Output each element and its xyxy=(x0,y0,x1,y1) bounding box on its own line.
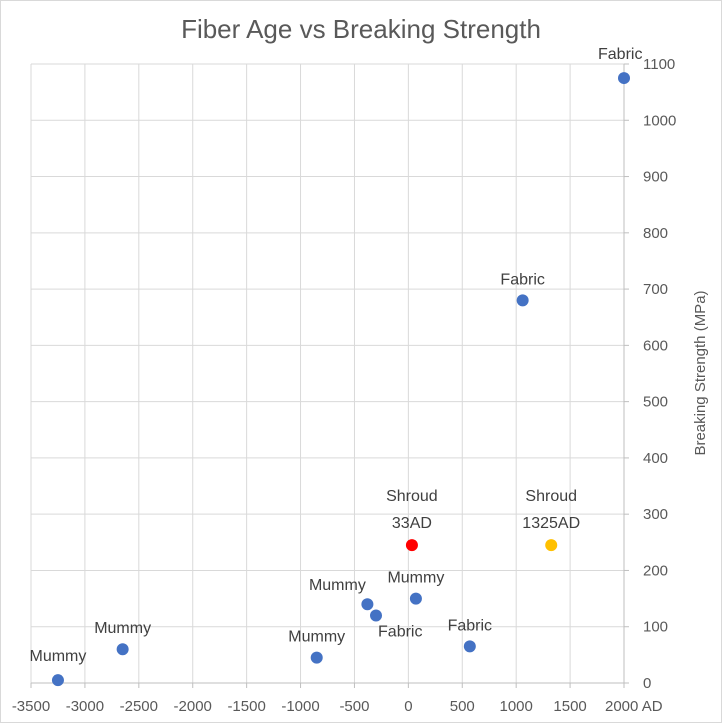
y-tick-label: 1000 xyxy=(643,112,676,129)
x-tick-label: 1500 xyxy=(553,698,586,715)
x-tick-label: -2500 xyxy=(120,698,158,715)
data-label: Mummy xyxy=(94,620,151,637)
x-tick-label: 0 xyxy=(404,698,412,715)
data-point xyxy=(361,598,374,611)
data-label: Mummy xyxy=(309,577,366,594)
data-point xyxy=(116,643,129,656)
data-point xyxy=(409,592,422,605)
x-tick-label: -1000 xyxy=(281,698,319,715)
data-label: 1325AD xyxy=(522,515,580,532)
data-point xyxy=(310,651,323,664)
data-point xyxy=(545,539,558,552)
x-tick-label: -1500 xyxy=(227,698,265,715)
data-point xyxy=(618,72,630,85)
y-tick-label: 300 xyxy=(643,506,668,523)
y-tick-label: 700 xyxy=(643,281,668,298)
data-label: Fabric xyxy=(500,271,544,288)
x-tick-label: 2000 AD xyxy=(605,698,663,715)
chart-title: Fiber Age vs Breaking Strength xyxy=(181,14,541,44)
data-point xyxy=(51,674,64,687)
y-axis-title: Breaking Strength (MPa) xyxy=(692,290,709,455)
y-tick-label: 100 xyxy=(643,619,668,636)
x-tick-label: 500 xyxy=(450,698,475,715)
data-label: Shroud xyxy=(386,488,438,505)
data-label: Shroud xyxy=(525,488,577,505)
y-tick-label: 600 xyxy=(643,337,668,354)
x-tick-label: -3000 xyxy=(66,698,104,715)
data-label: Mummy xyxy=(387,570,444,587)
x-tick-label: -3500 xyxy=(12,698,50,715)
y-tick-label: 500 xyxy=(643,394,668,411)
y-tick-label: 1100 xyxy=(643,56,675,73)
data-label: Mummy xyxy=(30,648,87,665)
data-point xyxy=(463,640,476,653)
y-tick-label: 200 xyxy=(643,562,668,579)
data-label: Fabric xyxy=(448,617,492,634)
data-label: 33AD xyxy=(392,515,432,532)
y-tick-label: 400 xyxy=(643,450,668,467)
data-point xyxy=(405,539,418,552)
data-point xyxy=(516,294,529,307)
y-tick-label: 800 xyxy=(643,225,668,242)
x-tick-label: -500 xyxy=(339,698,369,715)
x-tick-label: 1000 xyxy=(499,698,532,715)
y-tick-label: 900 xyxy=(643,169,668,186)
data-label: Mummy xyxy=(288,629,345,646)
data-point xyxy=(370,609,383,622)
data-label: Fabric xyxy=(378,623,422,640)
data-label: Fabric xyxy=(598,46,642,63)
x-tick-label: -2000 xyxy=(174,698,212,715)
y-tick-label: 0 xyxy=(643,675,651,692)
